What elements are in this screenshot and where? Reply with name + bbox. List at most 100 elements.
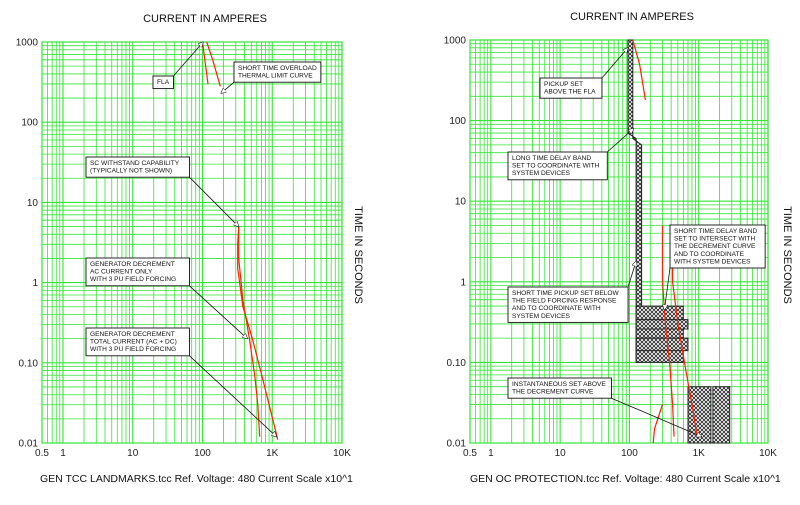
series-line <box>238 226 261 437</box>
plot-frame <box>41 41 343 444</box>
annotation-box <box>669 224 766 269</box>
x-tick-label: 100 <box>194 448 211 459</box>
y-tick-label: 100 <box>449 116 466 127</box>
x-tick-label: 1K <box>693 448 706 459</box>
chart-title: CURRENT IN AMPERES <box>570 11 694 23</box>
right-chart: 0.5 1 10 100 1K 10K 1000 100 10 1 0.10 0.01 CURRENT … <box>444 11 793 485</box>
y-tick-label: 0.10 <box>19 358 39 369</box>
x-tick-label: 10K <box>759 448 777 459</box>
y-tick-label: 1 <box>32 278 38 289</box>
annotation-text: SYSTEM DEVICES <box>512 313 570 320</box>
annotation-box <box>233 61 322 83</box>
series-line <box>672 225 698 437</box>
annotation-leader <box>627 261 636 288</box>
annotation-text: WITH 3 PU FIELD FORCING <box>90 346 176 353</box>
plot-frame <box>469 39 769 444</box>
annotation-text: TOTAL CURRENT (AC + DC) <box>90 339 177 346</box>
annotation-box <box>152 75 174 90</box>
x-tick-label: 100 <box>621 448 638 459</box>
annotation-text: ABOVE THE FLA <box>544 89 596 96</box>
annotation-leader <box>601 48 628 79</box>
annotation-text: FLA <box>157 79 170 86</box>
annotation-box <box>539 77 603 99</box>
annotation-text: THE DECREMENT CURVE <box>674 243 756 250</box>
annotation-leader <box>664 267 671 310</box>
annotation-text: INSTANTANEOUS SET ABOVE <box>512 381 606 388</box>
y-tick-label: 1 <box>460 277 466 288</box>
hatched-band <box>635 319 689 330</box>
y-tick-label: 100 <box>21 118 38 129</box>
annotation-text: SET TO COORDINATE WITH <box>512 163 600 170</box>
hatched-band <box>687 386 731 444</box>
x-tick-label: 10 <box>555 448 567 459</box>
annotation-box <box>85 156 190 178</box>
annotation-text: AND TO COORDINATE WITH <box>512 305 601 312</box>
annotation-text: GENERATOR DECREMENT <box>90 331 175 338</box>
annotation-leader <box>189 285 247 339</box>
chart-footer: GEN OC PROTECTION.tcc Ref. Voltage: 480 … <box>470 473 781 485</box>
chart-footer: GEN TCC LANDMARKS.tcc Ref. Voltage: 480 … <box>40 473 353 485</box>
series-line <box>237 226 279 440</box>
x-tick-label: 0.5 <box>463 448 477 459</box>
annotation-text: AC CURRENT ONLY <box>90 269 153 276</box>
annotation-text: SYSTEM DEVICES <box>512 170 570 177</box>
y-tick-label: 0.01 <box>19 439 39 450</box>
series-line <box>652 404 664 444</box>
annotation-leader <box>607 128 633 153</box>
y-axis-label: TIME IN SECONDS <box>781 206 793 304</box>
x-tick-label: 0.5 <box>35 448 49 459</box>
series-line <box>661 225 675 437</box>
x-tick-label: 1 <box>60 448 66 459</box>
y-tick-label: 1000 <box>16 38 39 49</box>
hatched-band <box>635 337 689 352</box>
chart-title: CURRENT IN AMPERES <box>143 13 267 25</box>
annotation-text: WITH 3 PU FIELD FORCING <box>90 276 176 283</box>
series-line <box>632 39 646 101</box>
annotation-leader <box>173 42 203 77</box>
annotation-text: SHORT TIME PICKUP SET BELOW <box>512 290 620 297</box>
annotation-box <box>507 377 612 399</box>
annotation-text: SHORT TIME OVERLOAD <box>238 65 317 72</box>
y-tick-label: 0.10 <box>447 358 467 369</box>
annotation-text: SET TO INTERSECT WITH <box>674 236 755 243</box>
annotation-box <box>507 151 608 181</box>
annotation-text: WITH SYSTEM DEVICES <box>674 258 751 265</box>
annotation-box <box>85 327 190 357</box>
annotation-leader <box>221 81 235 93</box>
y-tick-label: 0.01 <box>447 439 467 450</box>
annotation-box <box>85 257 190 287</box>
annotation-leader <box>611 397 701 436</box>
annotation-text: THE FIELD FORCING RESPONSE <box>512 298 617 305</box>
annotation-leader <box>189 355 276 437</box>
annotation-text: PICKUP SET <box>544 81 583 88</box>
annotation-box <box>507 286 629 323</box>
annotation-text: LONG TIME DELAY BAND <box>512 155 591 162</box>
grid <box>41 41 343 444</box>
left-chart: 0.5 1 10 100 1K 10K 1000 100 10 1 0.10 0.01 CURRENT … <box>16 13 364 485</box>
annotation-text: SHORT TIME DELAY BAND <box>674 228 758 235</box>
x-tick-label: 10K <box>333 448 351 459</box>
annotation-text: THERMAL LIMIT CURVE <box>238 73 313 80</box>
y-tick-label: 1000 <box>444 36 467 47</box>
annotation-text: (TYPICALLY NOT SHOWN) <box>90 168 172 175</box>
x-tick-label: 1K <box>266 448 279 459</box>
annotation-text: AND TO COORDINATE <box>674 251 745 258</box>
x-tick-label: 10 <box>127 448 139 459</box>
series-line <box>201 41 209 84</box>
y-axis-label: TIME IN SECONDS <box>352 206 364 304</box>
annotation-text: GENERATOR DECREMENT <box>90 261 175 268</box>
annotation: SC WITHSTAND CAPABILITY(TYPICALLY NOT SH… <box>85 156 239 227</box>
annotation-text: SC WITHSTAND CAPABILITY <box>90 160 180 167</box>
annotation-leader <box>189 176 238 226</box>
x-tick-label: 1 <box>488 448 494 459</box>
annotation-text: THE DECREMENT CURVE <box>512 389 594 396</box>
